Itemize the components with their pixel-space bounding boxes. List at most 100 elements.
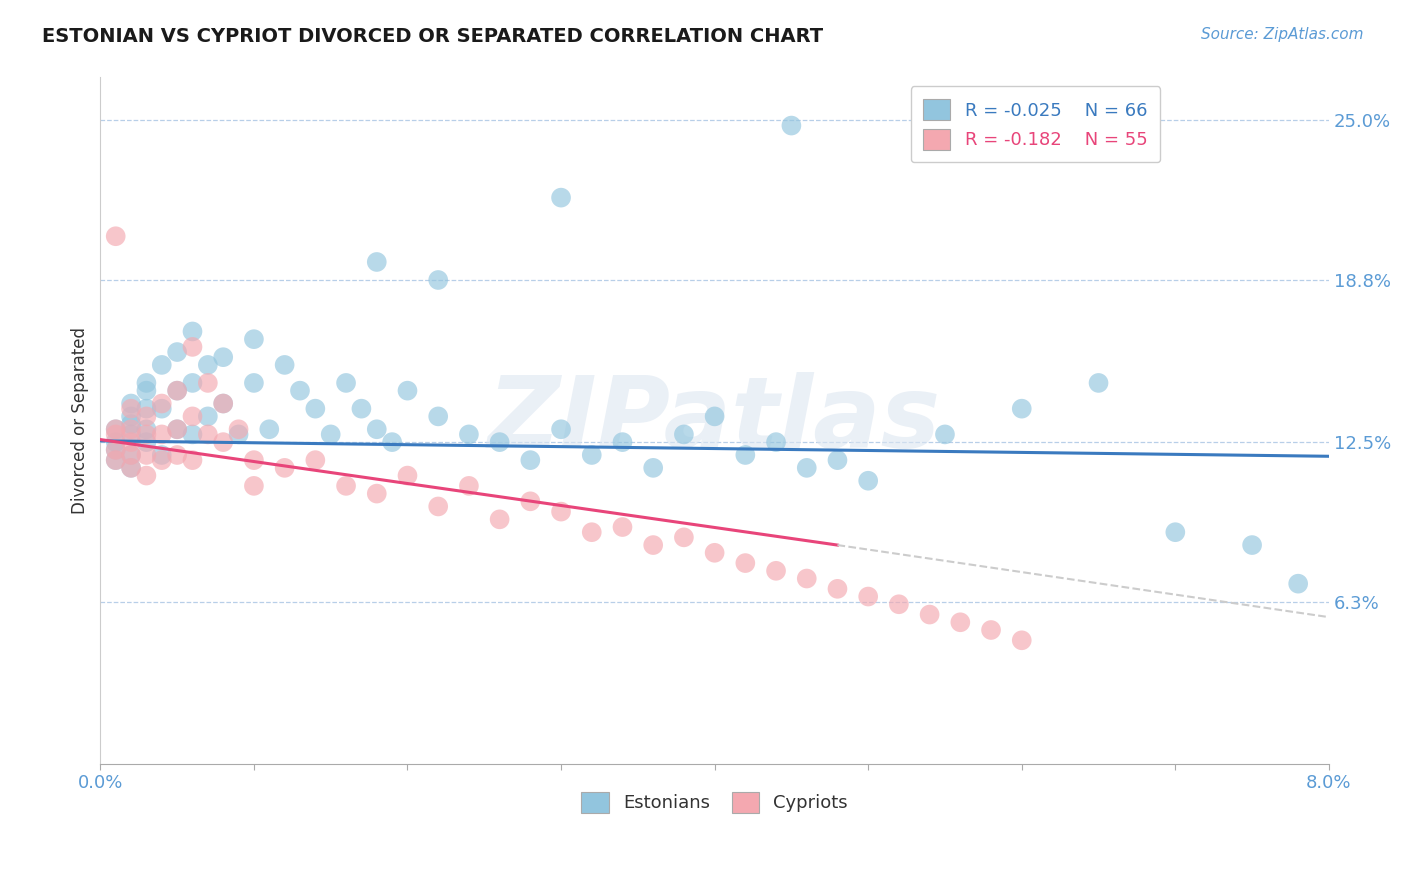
Point xyxy=(1164,525,1187,540)
Point xyxy=(918,607,941,622)
Point xyxy=(458,479,481,493)
Point xyxy=(120,435,142,450)
Point xyxy=(827,453,849,467)
Point xyxy=(366,422,388,436)
Point xyxy=(166,448,188,462)
Point xyxy=(135,376,157,390)
Point xyxy=(734,448,756,462)
Text: ZIPatlas: ZIPatlas xyxy=(488,372,941,469)
Point xyxy=(827,582,849,596)
Point xyxy=(949,615,972,630)
Point xyxy=(304,453,326,467)
Point xyxy=(166,384,188,398)
Point xyxy=(243,453,266,467)
Point xyxy=(150,401,173,416)
Point xyxy=(120,448,142,462)
Point xyxy=(612,435,634,450)
Point xyxy=(120,461,142,475)
Point xyxy=(197,427,219,442)
Point xyxy=(212,396,235,410)
Text: Source: ZipAtlas.com: Source: ZipAtlas.com xyxy=(1201,27,1364,42)
Point xyxy=(980,623,1002,637)
Point xyxy=(181,453,204,467)
Point xyxy=(427,273,450,287)
Point xyxy=(288,384,311,398)
Point xyxy=(135,384,157,398)
Point xyxy=(796,461,818,475)
Point xyxy=(166,345,188,359)
Point xyxy=(259,422,281,436)
Point xyxy=(672,427,695,442)
Point xyxy=(120,448,142,462)
Point xyxy=(150,448,173,462)
Point xyxy=(104,442,127,457)
Point xyxy=(104,422,127,436)
Point xyxy=(550,422,572,436)
Point xyxy=(243,376,266,390)
Point xyxy=(304,401,326,416)
Point xyxy=(796,572,818,586)
Point xyxy=(612,520,634,534)
Point xyxy=(488,435,510,450)
Point xyxy=(350,401,373,416)
Point xyxy=(672,530,695,544)
Point xyxy=(243,332,266,346)
Point xyxy=(150,427,173,442)
Point xyxy=(150,453,173,467)
Point xyxy=(104,453,127,467)
Point xyxy=(366,486,388,500)
Point xyxy=(104,422,127,436)
Point xyxy=(197,376,219,390)
Legend: Estonians, Cypriots: Estonians, Cypriots xyxy=(571,780,859,823)
Point xyxy=(197,409,219,424)
Point xyxy=(135,468,157,483)
Point xyxy=(1241,538,1264,552)
Point xyxy=(856,474,879,488)
Point xyxy=(765,435,787,450)
Point xyxy=(1087,376,1109,390)
Point xyxy=(703,409,725,424)
Point xyxy=(643,538,665,552)
Point xyxy=(181,427,204,442)
Point xyxy=(550,191,572,205)
Point xyxy=(765,564,787,578)
Point xyxy=(319,427,342,442)
Text: ESTONIAN VS CYPRIOT DIVORCED OR SEPARATED CORRELATION CHART: ESTONIAN VS CYPRIOT DIVORCED OR SEPARATE… xyxy=(42,27,824,45)
Point xyxy=(181,409,204,424)
Point xyxy=(396,384,419,398)
Point xyxy=(550,505,572,519)
Point xyxy=(166,422,188,436)
Point xyxy=(120,401,142,416)
Point xyxy=(135,435,157,450)
Point xyxy=(104,453,127,467)
Point xyxy=(120,417,142,431)
Point xyxy=(273,358,295,372)
Point xyxy=(120,396,142,410)
Point xyxy=(212,396,235,410)
Point xyxy=(934,427,956,442)
Point xyxy=(120,422,142,436)
Point xyxy=(366,255,388,269)
Point xyxy=(1286,576,1309,591)
Point xyxy=(381,435,404,450)
Point xyxy=(581,525,603,540)
Point xyxy=(135,409,157,424)
Point xyxy=(519,453,541,467)
Point xyxy=(197,358,219,372)
Point xyxy=(427,500,450,514)
Point xyxy=(458,427,481,442)
Point xyxy=(335,376,357,390)
Point xyxy=(150,358,173,372)
Point xyxy=(104,435,127,450)
Y-axis label: Divorced or Separated: Divorced or Separated xyxy=(72,327,89,514)
Point xyxy=(856,590,879,604)
Point xyxy=(181,325,204,339)
Point xyxy=(135,401,157,416)
Point xyxy=(135,422,157,436)
Point xyxy=(104,442,127,457)
Point xyxy=(120,427,142,442)
Point xyxy=(1011,633,1033,648)
Point xyxy=(166,384,188,398)
Point xyxy=(427,409,450,424)
Point xyxy=(150,396,173,410)
